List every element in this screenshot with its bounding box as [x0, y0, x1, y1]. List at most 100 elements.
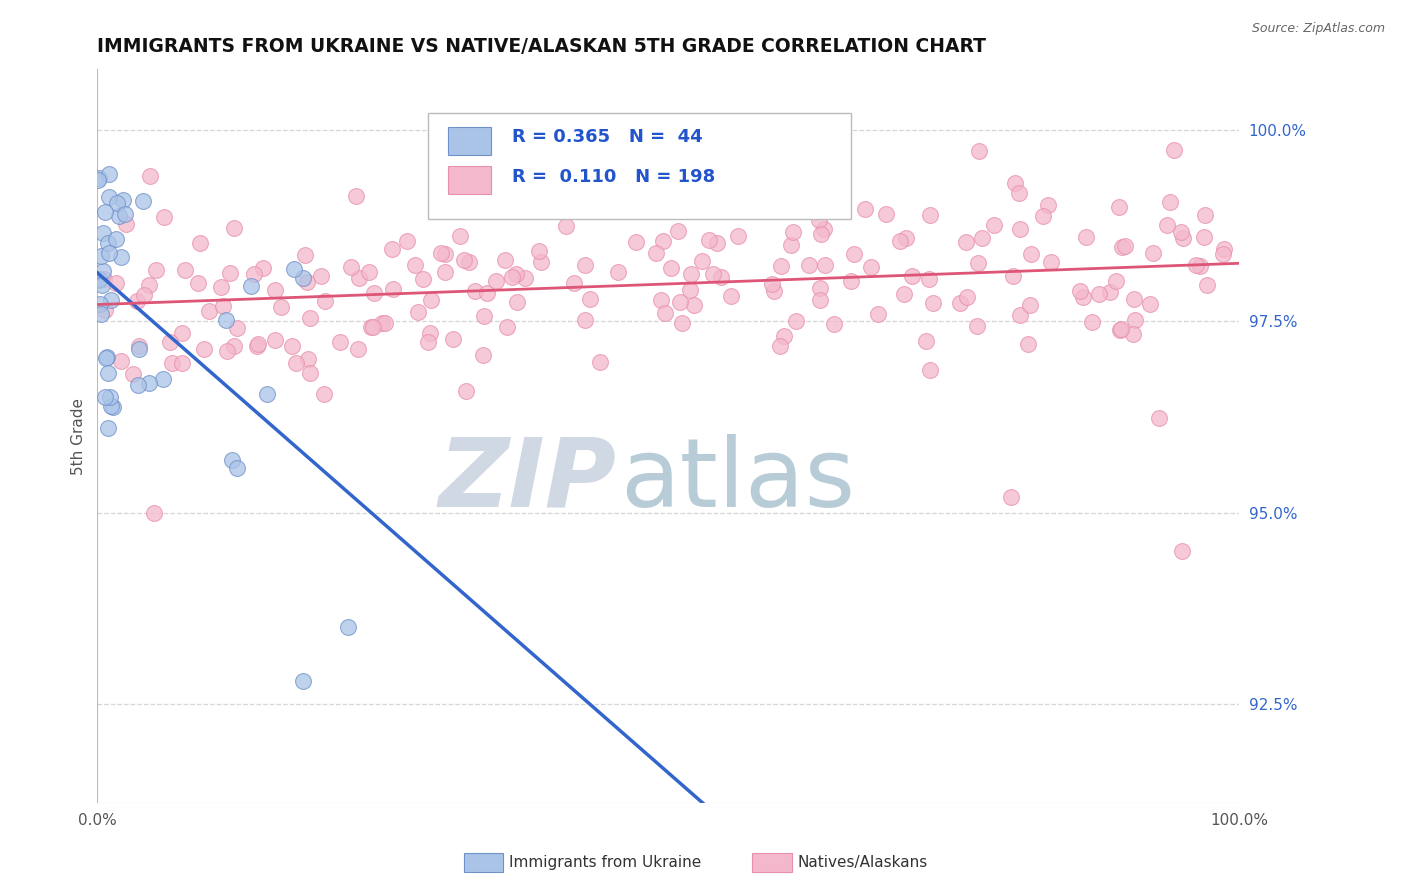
Point — [419, 326, 441, 341]
Point — [340, 260, 363, 275]
Point — [1212, 247, 1234, 261]
Point — [371, 316, 394, 330]
Point — [299, 310, 322, 325]
Point — [690, 253, 713, 268]
Point — [456, 384, 478, 398]
Point — [955, 235, 977, 249]
Point — [706, 235, 728, 250]
Point — [983, 218, 1005, 232]
Point — [727, 229, 749, 244]
Point — [1002, 269, 1025, 284]
Point — [247, 336, 270, 351]
Point — [285, 356, 308, 370]
Point — [1039, 254, 1062, 268]
Point — [226, 460, 249, 475]
Point — [679, 267, 702, 281]
Point — [115, 218, 138, 232]
Point — [918, 208, 941, 222]
Point — [97, 366, 120, 380]
Point — [292, 271, 315, 285]
Point — [209, 280, 232, 294]
Point — [530, 254, 553, 268]
Point — [110, 354, 132, 368]
Point — [678, 283, 700, 297]
Point — [297, 352, 319, 367]
Point — [346, 342, 368, 356]
Point — [505, 268, 527, 282]
Point — [357, 265, 380, 279]
Point — [360, 319, 382, 334]
Point — [87, 171, 110, 186]
Point — [314, 387, 336, 401]
Point — [1000, 490, 1022, 504]
Point — [842, 247, 865, 261]
Point — [1088, 286, 1111, 301]
Point — [160, 356, 183, 370]
Point — [94, 205, 117, 219]
Y-axis label: 5th Grade: 5th Grade — [72, 398, 86, 475]
Point — [101, 400, 124, 414]
Point — [1194, 208, 1216, 222]
Point — [1195, 278, 1218, 293]
Point — [87, 272, 110, 286]
Point — [97, 421, 120, 435]
Point — [152, 211, 174, 225]
Point — [650, 293, 672, 307]
Point — [673, 202, 696, 217]
Point — [172, 326, 194, 341]
Point — [91, 264, 114, 278]
Point — [813, 222, 835, 236]
Point — [143, 506, 166, 520]
Point — [1188, 259, 1211, 273]
Point — [527, 244, 550, 258]
Point — [314, 293, 336, 308]
Point — [108, 210, 131, 224]
Point — [494, 252, 516, 267]
Point — [889, 235, 911, 249]
Bar — [449, 127, 491, 155]
Point — [626, 235, 648, 250]
Point — [808, 213, 831, 227]
Point — [475, 286, 498, 301]
Point — [917, 272, 939, 286]
Point — [212, 300, 235, 314]
Point — [396, 234, 419, 248]
Point — [97, 246, 120, 260]
Point — [100, 293, 122, 307]
Point — [651, 234, 673, 248]
Point — [138, 376, 160, 391]
Point — [769, 259, 792, 273]
Point — [949, 295, 972, 310]
Point — [1147, 411, 1170, 425]
Point — [1163, 143, 1185, 157]
Point — [1159, 195, 1181, 210]
Point — [972, 231, 994, 245]
Point — [669, 294, 692, 309]
Point — [1142, 246, 1164, 260]
Point — [654, 305, 676, 319]
Point — [1108, 200, 1130, 214]
Point — [1017, 337, 1039, 351]
Point — [683, 298, 706, 312]
Point — [1019, 298, 1042, 312]
Point — [457, 255, 479, 269]
Point — [607, 265, 630, 279]
Point — [762, 284, 785, 298]
Text: R = 0.365   N =  44: R = 0.365 N = 44 — [512, 128, 703, 146]
Point — [966, 256, 988, 270]
Point — [152, 372, 174, 386]
Point — [513, 271, 536, 285]
Point — [299, 367, 322, 381]
Point — [145, 263, 167, 277]
Point — [89, 297, 111, 311]
Text: ZIP: ZIP — [439, 434, 617, 526]
Point — [915, 334, 938, 349]
Point — [337, 620, 360, 634]
Point — [1081, 315, 1104, 329]
Point — [839, 274, 862, 288]
Point — [283, 262, 305, 277]
Point — [1076, 230, 1098, 244]
Point — [98, 167, 121, 181]
Point — [441, 332, 464, 346]
Point — [291, 673, 314, 688]
